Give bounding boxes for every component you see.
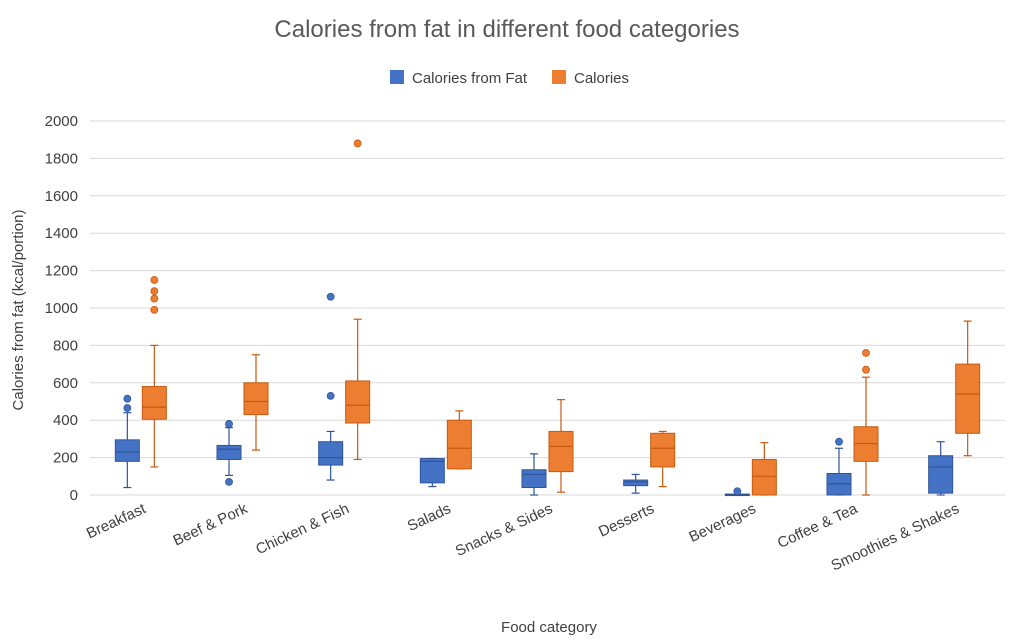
box-iqr — [446, 419, 472, 470]
y-tick-label: 1800 — [45, 150, 78, 167]
box-fat — [318, 292, 344, 481]
chart-title: Calories from fat in different food cate… — [274, 16, 739, 43]
box-iqr — [419, 458, 445, 484]
x-category-label: Snacks & Sides — [453, 500, 555, 560]
x-category-label: Desserts — [596, 500, 657, 540]
box-iqr — [650, 432, 676, 468]
box-iqr — [243, 382, 269, 416]
y-tick-label: 800 — [53, 337, 78, 354]
box-iqr — [955, 363, 981, 434]
box-series — [114, 139, 981, 497]
box-calories — [853, 348, 879, 496]
legend-label-calories: Calories — [574, 70, 629, 87]
outlier-point — [835, 437, 843, 446]
box-calories — [955, 320, 981, 457]
y-axis-ticks: 0 200 400 600 800 1000 1200 1400 1600 1800 2000 — [45, 113, 78, 504]
legend-label-fat: Calories from Fat — [412, 70, 528, 87]
box-iqr — [141, 386, 167, 420]
box-iqr — [548, 430, 574, 473]
legend-swatch-fat — [390, 70, 404, 84]
box-fat — [928, 441, 954, 496]
box-fat — [114, 394, 140, 489]
box-iqr — [345, 380, 371, 424]
legend: Calories from Fat Calories — [390, 70, 629, 87]
outlier-point — [733, 487, 742, 496]
box-fat — [623, 473, 649, 494]
y-tick-label: 400 — [53, 412, 78, 429]
outlier-point — [123, 394, 132, 403]
x-category-label: Coffee & Tea — [775, 500, 861, 552]
x-category-label: Salads — [405, 500, 454, 535]
legend-swatch-calories — [552, 70, 566, 84]
box-iqr — [751, 458, 777, 496]
box-iqr — [928, 455, 954, 494]
box-iqr — [216, 444, 242, 460]
outlier-point — [326, 391, 335, 400]
outlier-point — [123, 404, 132, 412]
outlier-point — [225, 420, 233, 428]
box-iqr — [623, 479, 649, 487]
outlier-point — [150, 287, 159, 296]
y-tick-label: 1600 — [45, 188, 78, 205]
gridlines — [90, 120, 1005, 496]
y-tick-label: 0 — [70, 487, 78, 504]
y-tick-label: 1400 — [45, 225, 78, 242]
x-category-label: Beverages — [686, 500, 758, 546]
x-category-label: Beef & Pork — [170, 500, 250, 549]
box-fat — [521, 453, 547, 496]
x-axis-title: Food category — [501, 619, 597, 636]
box-fat — [724, 487, 750, 497]
outlier-point — [862, 348, 870, 357]
box-calories — [141, 276, 167, 468]
y-tick-label: 1000 — [45, 300, 78, 317]
box-fat — [419, 457, 445, 488]
box-calories — [446, 410, 472, 470]
outlier-point — [353, 139, 362, 148]
box-calories — [243, 354, 269, 451]
y-axis-title: Calories from fat (kcal/portion) — [10, 210, 27, 411]
outlier-point — [150, 305, 159, 314]
box-fat — [216, 420, 242, 486]
y-tick-label: 600 — [53, 375, 78, 392]
outlier-point — [862, 365, 870, 374]
outlier-point — [225, 478, 233, 486]
box-calories — [650, 430, 676, 488]
y-tick-label: 2000 — [45, 113, 78, 130]
x-axis-category-labels: Breakfast Beef & Pork Chicken & Fish Salads… — [84, 500, 962, 575]
box-calories — [751, 442, 777, 496]
y-tick-label: 200 — [53, 450, 78, 467]
box-fat — [826, 437, 852, 496]
box-calories — [548, 399, 574, 493]
box-calories — [345, 139, 371, 461]
x-category-label: Chicken & Fish — [253, 500, 352, 558]
box-iqr — [114, 439, 140, 462]
outlier-point — [150, 276, 159, 284]
box-iqr — [318, 441, 344, 466]
outlier-point — [150, 294, 159, 303]
outlier-point — [326, 292, 335, 301]
x-category-label: Breakfast — [84, 500, 149, 543]
y-tick-label: 1200 — [45, 263, 78, 280]
box-iqr — [521, 469, 547, 489]
